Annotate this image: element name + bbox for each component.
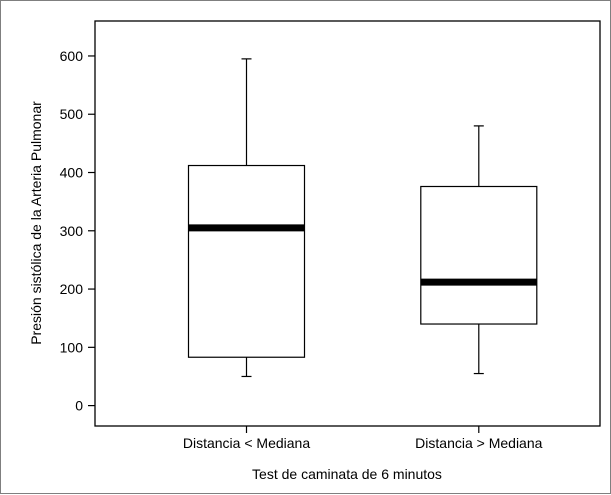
x-axis: Distancia < Mediana Distancia > Mediana	[183, 426, 543, 451]
y-tick-label: 400	[60, 165, 84, 181]
y-tick-label: 600	[60, 48, 84, 64]
y-tick-label: 300	[60, 223, 84, 239]
y-tick-label: 500	[60, 106, 84, 122]
y-axis: 0 100 200 300 400 500 600	[60, 48, 95, 414]
y-tick-label: 200	[60, 281, 84, 297]
box-2	[420, 125, 538, 375]
boxes	[187, 58, 538, 378]
x-tick-label: Distancia < Mediana	[183, 435, 310, 451]
iqr-box	[420, 185, 538, 325]
y-axis-label: Presión sistólica de la Arteria Pulmonar	[28, 101, 44, 345]
y-tick-label: 100	[60, 339, 84, 355]
plot-area-border	[94, 20, 601, 427]
y-tick-label: 0	[75, 398, 83, 414]
box-1	[187, 58, 306, 378]
x-tick-label: Distancia > Mediana	[415, 435, 542, 451]
iqr-box	[187, 164, 306, 358]
x-axis-label: Test de caminata de 6 minutos	[252, 466, 442, 482]
